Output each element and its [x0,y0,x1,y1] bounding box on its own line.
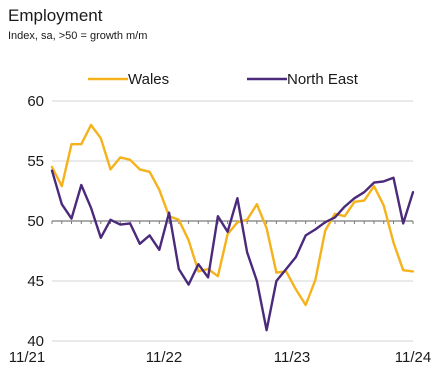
x-tick-label: 11/24 [395,349,431,366]
chart-subtitle: Index, sa, >50 = growth m/m [8,30,148,42]
y-tick-label: 50 [27,213,44,230]
y-tick-label: 40 [27,333,44,350]
chart-title: Employment [8,6,103,25]
legend-label: Wales [128,71,169,88]
series-line-wales [50,123,415,307]
x-tick-label: 11/21 [9,349,45,366]
y-axis-tick-labels: 40 45 50 55 60 [27,93,44,350]
series-line-north-east [50,169,415,332]
x-axis-tick-labels: 11/21 11/22 11/23 11/24 [9,349,431,366]
y-tick-label: 60 [27,93,44,110]
legend-label: North East [287,71,359,88]
grid-layer [52,100,413,342]
y-tick-label: 55 [27,153,44,170]
y-tick-label: 45 [27,273,44,290]
x-tick-label: 11/23 [274,349,310,366]
x-tick-label: 11/22 [146,349,182,366]
legend: Wales North East [88,71,359,88]
series-layer [50,123,415,332]
reference-layer [51,220,414,224]
